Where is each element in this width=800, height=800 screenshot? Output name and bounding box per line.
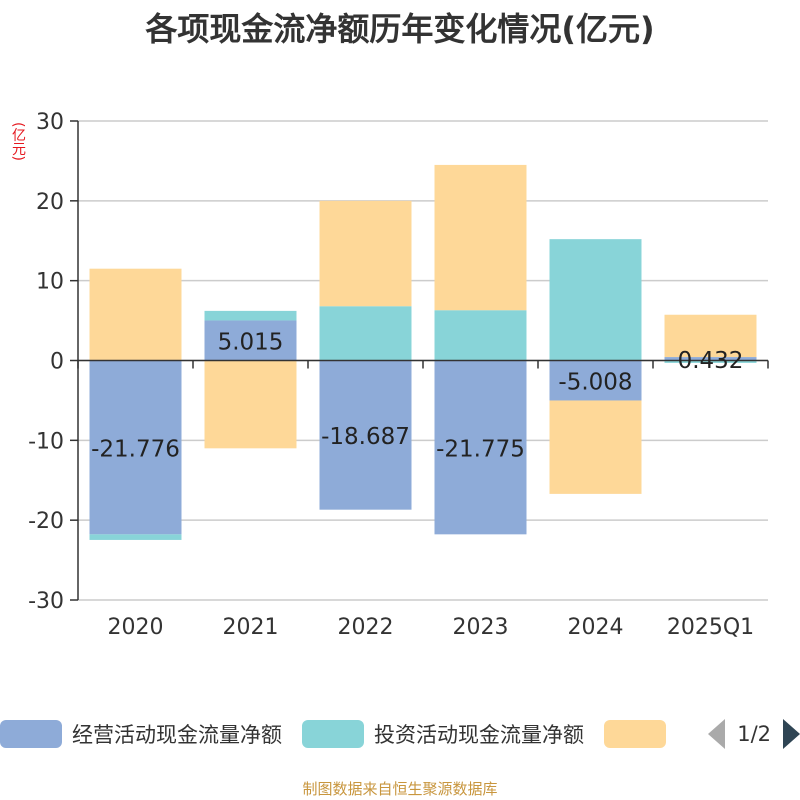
legend-swatch-investing	[302, 720, 364, 748]
x-tick-label: 2024	[568, 615, 624, 640]
legend-label-investing: 投资活动现金流量净额	[374, 723, 584, 747]
y-tick-label: 0	[50, 350, 64, 375]
data-label: 0.432	[678, 348, 744, 374]
bar-series-1-2023[interactable]	[434, 310, 527, 361]
y-tick-label: 30	[36, 110, 64, 135]
legend: 经营活动现金流量净额 投资活动现金流量净额 1/2	[0, 716, 800, 752]
data-label: -18.687	[321, 424, 410, 450]
legend-pager: 1/2	[708, 716, 800, 752]
data-label: -21.776	[91, 436, 180, 462]
bar-series-1-2021[interactable]	[204, 310, 297, 321]
data-label: -21.775	[436, 436, 525, 462]
bar-series-0-2023[interactable]	[434, 360, 527, 535]
legend-swatch-operating	[0, 720, 62, 748]
legend-item-financing[interactable]	[604, 720, 676, 748]
x-tick-label: 2023	[453, 615, 509, 640]
bar-series-1-2024[interactable]	[549, 239, 642, 361]
bars	[89, 164, 757, 540]
bar-series-0-2022[interactable]	[319, 360, 412, 510]
data-label: 5.015	[218, 329, 284, 355]
y-tick-label: -10	[28, 429, 64, 454]
bar-series-1-2025Q1[interactable]	[664, 360, 757, 363]
y-tick-label: 10	[36, 270, 64, 295]
bar-series-1-2020[interactable]	[89, 534, 182, 540]
legend-swatch-financing	[604, 720, 666, 748]
y-tick-label: 20	[36, 190, 64, 215]
bar-series-1-2022[interactable]	[319, 306, 412, 361]
y-tick-label: -30	[28, 589, 64, 614]
chart-canvas: 30 20 10 0 -10 -20 -30 2020 2021 2022 2023 2024 2025…	[28, 110, 769, 640]
x-tick-label: 2025Q1	[667, 615, 754, 640]
bar-series-2-2023[interactable]	[434, 164, 527, 311]
chart-title: 各项现金流净额历年变化情况(亿元)	[145, 10, 655, 48]
legend-page-indicator: 1/2	[737, 722, 771, 746]
x-tick-label: 2020	[108, 615, 164, 640]
bar-series-2-2024[interactable]	[549, 400, 642, 494]
bar-series-0-2021[interactable]	[204, 320, 297, 361]
bar-series-2-2020[interactable]	[89, 268, 182, 361]
bar-series-0-2025Q1[interactable]	[664, 357, 757, 361]
x-tick-label: 2021	[223, 615, 279, 640]
legend-item-operating[interactable]: 经营活动现金流量净额	[0, 719, 282, 749]
legend-label-operating: 经营活动现金流量净额	[72, 723, 282, 747]
bar-series-2-2025Q1[interactable]	[664, 314, 757, 358]
bar-series-0-2024[interactable]	[549, 360, 642, 401]
triangle-left-icon[interactable]	[708, 719, 726, 749]
data-labels: -21.776 5.015 -18.687 -21.775 -5.008 0.432	[91, 329, 743, 462]
data-source-note: 制图数据来自恒生聚源数据库	[302, 780, 498, 798]
bar-series-2-2021[interactable]	[204, 360, 297, 449]
y-axis-unit-label: (亿元)	[10, 122, 26, 161]
triangle-right-icon[interactable]	[783, 719, 800, 749]
bar-series-2-2022[interactable]	[319, 200, 412, 307]
legend-item-investing[interactable]: 投资活动现金流量净额	[302, 719, 584, 749]
data-label: -5.008	[558, 369, 632, 395]
x-tick-label: 2022	[338, 615, 394, 640]
axes: 30 20 10 0 -10 -20 -30 2020 2021 2022 2023 2024 2025…	[28, 110, 769, 640]
bar-series-0-2020[interactable]	[89, 360, 182, 535]
y-tick-label: -20	[28, 509, 64, 534]
